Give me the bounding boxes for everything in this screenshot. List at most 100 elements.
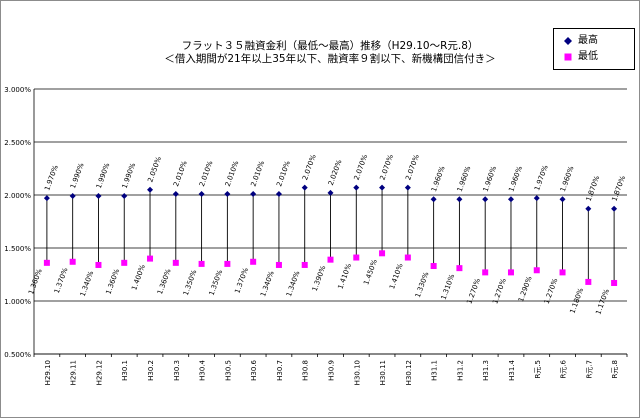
max-data-label: 1.960% <box>482 165 499 193</box>
max-point <box>585 205 592 212</box>
x-tick-label: H30.2 <box>147 360 155 381</box>
x-tick-label: H30.4 <box>199 359 207 380</box>
max-data-label: 1.960% <box>430 165 447 193</box>
min-data-label: 1.370% <box>53 266 70 294</box>
max-point <box>147 186 154 193</box>
min-data-label: 1.400% <box>130 263 147 291</box>
max-point <box>250 190 257 197</box>
max-data-label: 1.970% <box>43 164 60 192</box>
max-data-label: 1.990% <box>121 162 138 190</box>
x-tick-label: H30.10 <box>353 360 361 385</box>
x-tick-label: R元.7 <box>585 360 593 379</box>
min-point <box>224 260 231 267</box>
max-data-label: 2.070% <box>378 153 395 181</box>
min-point <box>404 254 411 261</box>
max-data-label: 2.010% <box>275 159 292 187</box>
min-data-label: 1.410% <box>337 262 354 290</box>
max-data-label: 2.010% <box>172 159 189 187</box>
y-tick-label: 2.000% <box>4 192 31 200</box>
min-data-label: 1.450% <box>362 258 379 286</box>
x-tick-label: H30.11 <box>379 360 387 385</box>
min-data-label: 1.350% <box>208 269 225 297</box>
max-data-label: 1.960% <box>456 165 473 193</box>
min-data-label: 1.360% <box>156 267 173 295</box>
legend-label-min: 最低 <box>578 51 598 62</box>
min-point <box>95 261 102 268</box>
min-point <box>559 269 566 276</box>
min-point <box>275 261 282 268</box>
x-tick-label: R元.5 <box>534 360 542 379</box>
diamond-marker-icon <box>562 35 574 49</box>
min-data-label: 1.350% <box>182 269 199 297</box>
x-tick-label: H31.4 <box>508 359 516 380</box>
min-data-label: 1.360% <box>27 267 44 295</box>
y-tick-label: 1.500% <box>4 245 31 253</box>
y-tick-label: 0.500% <box>4 351 31 359</box>
min-point <box>250 258 257 265</box>
y-tick-label: 1.000% <box>4 298 31 306</box>
min-data-label: 1.390% <box>311 264 328 292</box>
x-tick-label: H30.8 <box>302 360 310 381</box>
max-data-label: 2.010% <box>250 159 267 187</box>
max-data-label: 1.870% <box>610 174 627 202</box>
x-tick-label: R元.6 <box>560 359 568 378</box>
min-point <box>482 269 489 276</box>
max-data-label: 1.990% <box>95 162 112 190</box>
max-point <box>611 205 618 212</box>
max-point <box>482 196 489 203</box>
x-tick-label: H30.12 <box>405 360 413 385</box>
x-tick-label: H30.9 <box>328 360 336 381</box>
y-tick-label: 2.500% <box>4 139 31 147</box>
x-tick-label: H29.11 <box>70 360 78 385</box>
x-tick-label: H31.3 <box>482 360 490 381</box>
max-point <box>95 193 102 200</box>
chart-subtitle: ＜借入期間が21年以上35年以下、融資率９割以下、新機構団信付き＞ <box>164 53 496 65</box>
min-data-label: 1.340% <box>259 270 276 298</box>
x-tick-label: H31.2 <box>456 360 464 381</box>
min-point <box>507 269 514 276</box>
max-data-label: 1.990% <box>69 162 86 190</box>
min-data-label: 1.310% <box>440 273 457 301</box>
min-data-label: 1.410% <box>388 262 405 290</box>
x-tick-label: H30.6 <box>250 359 258 380</box>
min-data-label: 1.290% <box>517 275 534 303</box>
min-point <box>456 265 463 272</box>
min-data-label: 1.340% <box>79 270 96 298</box>
chart-title: フラット３５融資金利（最低～最高）推移（H29.10～R元.8） <box>181 40 479 52</box>
max-data-label: 1.870% <box>585 174 602 202</box>
x-tick-label: H29.12 <box>95 360 103 385</box>
max-data-label: 1.970% <box>533 164 550 192</box>
legend-item-min: 最低 <box>562 50 598 64</box>
legend: 最高 最低 <box>553 28 635 70</box>
max-point <box>430 196 437 203</box>
x-tick-label: H30.5 <box>224 360 232 381</box>
max-data-label: 2.070% <box>353 153 370 181</box>
max-point <box>379 184 386 191</box>
x-tick-label: H29.10 <box>44 360 52 385</box>
max-point <box>198 190 205 197</box>
max-point <box>559 196 566 203</box>
x-tick-label: H30.1 <box>121 360 129 381</box>
min-point <box>585 278 592 285</box>
max-point <box>301 184 308 191</box>
max-point <box>275 190 282 197</box>
min-data-label: 1.340% <box>285 270 302 298</box>
max-point <box>456 196 463 203</box>
min-point <box>172 259 179 266</box>
min-data-label: 1.170% <box>594 288 611 316</box>
max-data-label: 2.010% <box>224 159 241 187</box>
x-tick-label: H30.7 <box>276 360 284 381</box>
max-point <box>69 193 76 200</box>
max-data-label: 2.050% <box>146 155 163 183</box>
max-point <box>533 195 540 202</box>
min-point <box>43 259 50 266</box>
max-point <box>404 184 411 191</box>
min-point <box>353 254 360 261</box>
max-data-label: 2.020% <box>327 158 344 186</box>
min-point <box>430 263 437 270</box>
min-data-label: 1.360% <box>104 267 121 295</box>
min-point <box>69 258 76 265</box>
max-point <box>172 190 179 197</box>
max-point <box>121 193 128 200</box>
